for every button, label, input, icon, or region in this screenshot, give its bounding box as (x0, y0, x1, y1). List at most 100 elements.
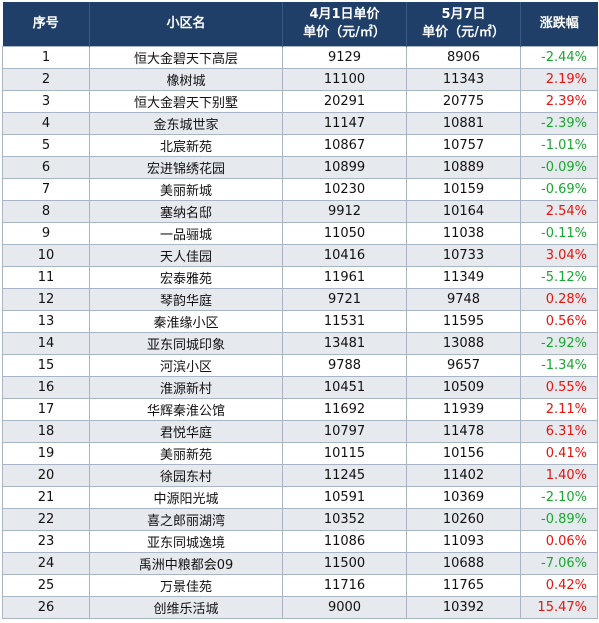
header-change: 涨跌幅 (520, 2, 598, 47)
cell-price-april: 20291 (282, 90, 407, 113)
cell-price-may: 20775 (406, 90, 521, 113)
cell-community-name: 徐园东村 (89, 464, 283, 487)
header-price-may: 5月7日 单价（元/㎡） (406, 2, 521, 47)
cell-price-may: 8906 (406, 46, 521, 69)
cell-price-may: 11349 (406, 266, 521, 289)
cell-price-april: 10352 (282, 508, 407, 531)
table-row: 20 徐园东村 11245 11402 1.40% (2, 464, 598, 487)
cell-price-may: 9748 (406, 288, 521, 311)
cell-community-name: 美丽新城 (89, 178, 283, 201)
cell-index: 10 (2, 244, 90, 267)
cell-index: 26 (2, 596, 90, 619)
cell-community-name: 宏泰雅苑 (89, 266, 283, 289)
cell-price-may: 11343 (406, 68, 521, 91)
header-community-name: 小区名 (89, 2, 283, 47)
cell-community-name: 创维乐活城 (89, 596, 283, 619)
cell-price-april: 10451 (282, 376, 407, 399)
cell-change: 2.19% (520, 68, 598, 91)
cell-change: 0.28% (520, 288, 598, 311)
cell-price-may: 10164 (406, 200, 521, 223)
cell-community-name: 金东城世家 (89, 112, 283, 135)
cell-index: 15 (2, 354, 90, 377)
cell-community-name: 君悦华庭 (89, 420, 283, 443)
header-price-april: 4月1日单价 单价（元/㎡） (282, 2, 407, 47)
cell-price-april: 10115 (282, 442, 407, 465)
table-row: 18 君悦华庭 10797 11478 6.31% (2, 420, 598, 443)
table-row: 12 琴韵华庭 9721 9748 0.28% (2, 288, 598, 311)
cell-price-may: 13088 (406, 332, 521, 355)
cell-price-may: 10260 (406, 508, 521, 531)
cell-change: 0.06% (520, 530, 598, 553)
table-row: 8 塞纳名邸 9912 10164 2.54% (2, 200, 598, 223)
table-row: 22 喜之郎丽湖湾 10352 10260 -0.89% (2, 508, 598, 531)
cell-index: 16 (2, 376, 90, 399)
cell-price-may: 9657 (406, 354, 521, 377)
cell-community-name: 华辉秦淮公馆 (89, 398, 283, 421)
cell-community-name: 中源阳光城 (89, 486, 283, 509)
cell-change: -0.09% (520, 156, 598, 179)
cell-change: -5.12% (520, 266, 598, 289)
table-row: 4 金东城世家 11147 10881 -2.39% (2, 112, 598, 135)
cell-price-april: 10230 (282, 178, 407, 201)
cell-change: -7.06% (520, 552, 598, 575)
cell-community-name: 亚东同城逸境 (89, 530, 283, 553)
cell-community-name: 万景佳苑 (89, 574, 283, 597)
cell-community-name: 天人佳园 (89, 244, 283, 267)
cell-price-april: 10416 (282, 244, 407, 267)
cell-change: -2.44% (520, 46, 598, 69)
table-row: 23 亚东同城逸境 11086 11093 0.06% (2, 530, 598, 553)
cell-index: 8 (2, 200, 90, 223)
cell-index: 18 (2, 420, 90, 443)
cell-index: 23 (2, 530, 90, 553)
table-row: 26 创维乐活城 9000 10392 15.47% (2, 596, 598, 619)
cell-index: 6 (2, 156, 90, 179)
cell-price-may: 10509 (406, 376, 521, 399)
cell-price-may: 11038 (406, 222, 521, 245)
cell-community-name: 美丽新苑 (89, 442, 283, 465)
table-row: 7 美丽新城 10230 10159 -0.69% (2, 178, 598, 201)
cell-index: 11 (2, 266, 90, 289)
table-row: 9 一品骊城 11050 11038 -0.11% (2, 222, 598, 245)
cell-community-name: 淮源新村 (89, 376, 283, 399)
cell-index: 12 (2, 288, 90, 311)
cell-price-may: 10392 (406, 596, 521, 619)
cell-change: 1.40% (520, 464, 598, 487)
table-row: 2 橡树城 11100 11343 2.19% (2, 68, 598, 91)
cell-change: -2.10% (520, 486, 598, 509)
header-price-april-line1: 4月1日单价 (309, 7, 380, 22)
cell-price-may: 10688 (406, 552, 521, 575)
cell-price-april: 13481 (282, 332, 407, 355)
cell-change: 15.47% (520, 596, 598, 619)
cell-community-name: 一品骊城 (89, 222, 283, 245)
cell-price-may: 11402 (406, 464, 521, 487)
cell-index: 4 (2, 112, 90, 135)
cell-price-may: 10369 (406, 486, 521, 509)
table-row: 17 华辉秦淮公馆 11692 11939 2.11% (2, 398, 598, 421)
cell-price-april: 10591 (282, 486, 407, 509)
cell-change: -2.92% (520, 332, 598, 355)
cell-price-may: 10889 (406, 156, 521, 179)
table-row: 25 万景佳苑 11716 11765 0.42% (2, 574, 598, 597)
table-row: 3 恒大金碧天下别墅 20291 20775 2.39% (2, 90, 598, 113)
cell-change: 0.55% (520, 376, 598, 399)
cell-index: 5 (2, 134, 90, 157)
cell-index: 1 (2, 46, 90, 69)
header-price-may-line1: 5月7日 (441, 7, 486, 22)
cell-change: -0.69% (520, 178, 598, 201)
cell-price-april: 10899 (282, 156, 407, 179)
cell-index: 22 (2, 508, 90, 531)
table-row: 14 亚东同城印象 13481 13088 -2.92% (2, 332, 598, 355)
cell-price-may: 11478 (406, 420, 521, 443)
cell-change: -0.11% (520, 222, 598, 245)
cell-change: 3.04% (520, 244, 598, 267)
table-row: 21 中源阳光城 10591 10369 -2.10% (2, 486, 598, 509)
cell-price-april: 11245 (282, 464, 407, 487)
cell-change: 0.41% (520, 442, 598, 465)
cell-index: 19 (2, 442, 90, 465)
cell-price-may: 11939 (406, 398, 521, 421)
cell-price-april: 10797 (282, 420, 407, 443)
cell-community-name: 禹洲中粮都会09 (89, 552, 283, 575)
cell-community-name: 亚东同城印象 (89, 332, 283, 355)
cell-price-april: 11050 (282, 222, 407, 245)
cell-price-april: 9912 (282, 200, 407, 223)
